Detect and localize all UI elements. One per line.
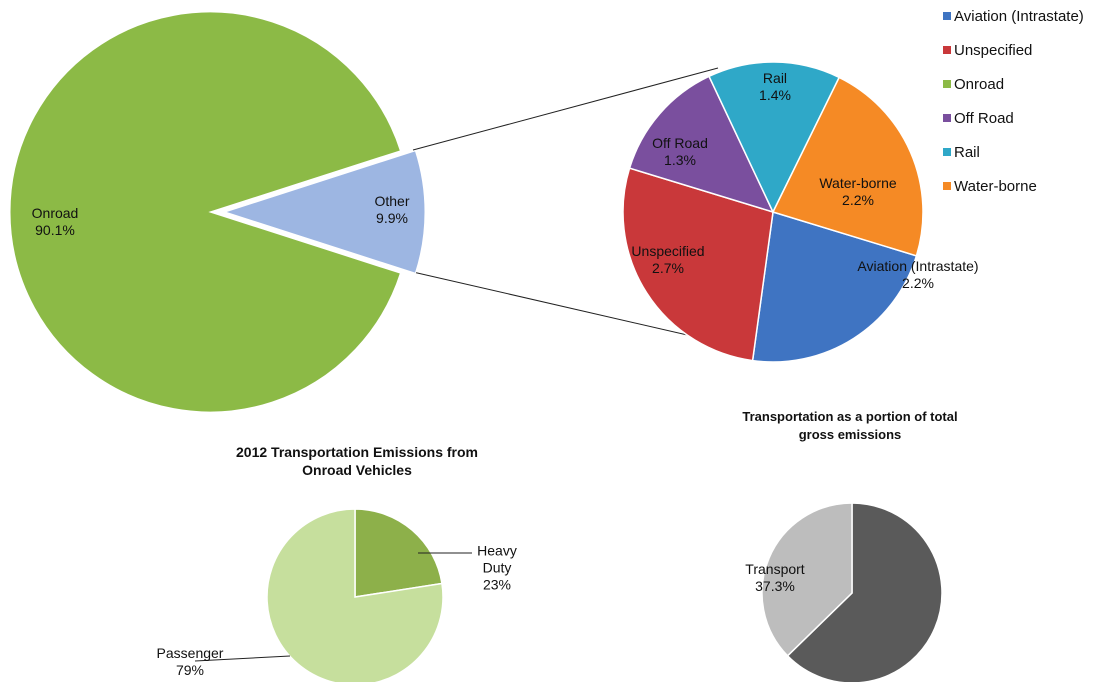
pie-slice bbox=[771, 76, 924, 257]
pie-slice bbox=[223, 150, 426, 274]
label-category: Unspecified bbox=[631, 243, 705, 259]
legend-entry: Unspecified bbox=[943, 42, 1032, 59]
label-category: Water-borne bbox=[819, 175, 897, 191]
legend-swatch bbox=[943, 80, 951, 88]
label-value: 2.2% bbox=[842, 192, 874, 208]
legend-entry: Onroad bbox=[943, 76, 1004, 93]
legend-swatch bbox=[943, 46, 951, 54]
legend-label: Onroad bbox=[954, 76, 1005, 93]
pie-slice bbox=[622, 167, 774, 362]
legend-entry: Off Road bbox=[943, 110, 1014, 127]
label-category: Transport bbox=[745, 561, 805, 577]
data-label: Onroad 90.1% bbox=[32, 205, 79, 239]
label-value: 2.2% bbox=[902, 275, 934, 291]
pie-slice bbox=[354, 508, 443, 598]
data-label: Aviation (Intrastate) 2.2% bbox=[857, 258, 978, 292]
pie-slice bbox=[266, 508, 444, 682]
legend-swatch bbox=[943, 148, 951, 156]
label-value: 2.7% bbox=[652, 260, 684, 276]
label-category: Other bbox=[374, 193, 410, 209]
data-label: Off Road 1.3% bbox=[652, 135, 708, 169]
legend-label: Aviation (Intrastate) bbox=[954, 8, 1084, 25]
label-value: 1.4% bbox=[759, 87, 791, 103]
leader-line bbox=[194, 655, 291, 662]
data-label: Other 9.9% bbox=[374, 193, 409, 227]
data-label: Water-borne 2.2% bbox=[819, 175, 896, 209]
legend-entry: Rail bbox=[943, 144, 980, 161]
legend-label: Rail bbox=[954, 144, 980, 161]
legend-label: Water-borne bbox=[954, 178, 1037, 195]
label-category: Passenger bbox=[156, 645, 224, 661]
legend-swatch bbox=[943, 12, 951, 20]
legend-label: Off Road bbox=[954, 110, 1014, 127]
pie-slice bbox=[708, 61, 841, 214]
label-category: Off Road bbox=[652, 135, 708, 151]
pie-slice bbox=[786, 502, 943, 682]
legend-swatch bbox=[943, 182, 951, 190]
legend-swatch bbox=[943, 114, 951, 122]
legend-entry: Aviation (Intrastate) bbox=[943, 8, 1084, 25]
label-value: 90.1% bbox=[35, 222, 75, 238]
label-value: 79% bbox=[175, 662, 205, 678]
data-label: Transport 37.3% bbox=[745, 561, 804, 595]
data-label: Passenger 79% bbox=[157, 645, 224, 679]
label-value: 37.3% bbox=[755, 578, 795, 594]
pie-slice bbox=[751, 211, 918, 363]
connector-line bbox=[412, 67, 719, 151]
data-label: Unspecified 2.7% bbox=[631, 243, 704, 277]
chart-title: Transportation as a portion of total gro… bbox=[742, 409, 958, 442]
chart-title: 2012 Transportation Emissions from Onroa… bbox=[236, 444, 478, 478]
legend-entry: Water-borne bbox=[943, 178, 1037, 195]
label-category: Onroad bbox=[31, 205, 79, 221]
data-label: Rail 1.4% bbox=[759, 70, 791, 104]
label-value: 23% bbox=[482, 576, 512, 593]
pie-slice bbox=[628, 75, 775, 214]
label-value: 1.3% bbox=[664, 152, 696, 168]
legend-label: Unspecified bbox=[954, 42, 1033, 59]
pie-slice bbox=[761, 502, 853, 657]
pie-slice bbox=[9, 11, 402, 413]
label-category: Aviation (Intrastate) bbox=[857, 258, 979, 274]
label-category: Rail bbox=[762, 70, 788, 86]
data-label: Heavy Duty 23% bbox=[472, 543, 522, 594]
label-category: Heavy Duty bbox=[477, 542, 517, 576]
label-value: 9.9% bbox=[376, 210, 408, 226]
